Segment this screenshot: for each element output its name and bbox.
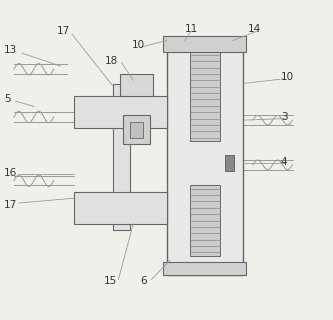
Bar	[130, 122, 143, 138]
Bar	[114, 84, 130, 230]
Bar	[74, 192, 166, 224]
Text: 10: 10	[281, 72, 294, 82]
Bar	[190, 186, 219, 256]
Text: 13: 13	[4, 45, 17, 55]
Text: 16: 16	[4, 168, 17, 178]
Text: 10: 10	[132, 40, 145, 50]
Bar	[190, 52, 219, 141]
Bar	[166, 39, 243, 275]
Text: 4: 4	[281, 157, 287, 167]
Text: 18: 18	[105, 56, 119, 66]
Text: 11: 11	[185, 24, 198, 34]
Bar	[74, 96, 166, 128]
Text: 14: 14	[248, 24, 261, 34]
Text: 3: 3	[281, 112, 287, 122]
Bar	[163, 36, 246, 52]
Bar	[120, 74, 153, 96]
Text: 15: 15	[104, 276, 117, 286]
Bar	[163, 262, 246, 275]
Text: 17: 17	[57, 26, 70, 36]
Bar	[124, 116, 150, 144]
Text: 6: 6	[140, 276, 147, 286]
Text: 5: 5	[4, 94, 11, 104]
Text: 17: 17	[4, 200, 17, 210]
Bar	[224, 155, 234, 171]
